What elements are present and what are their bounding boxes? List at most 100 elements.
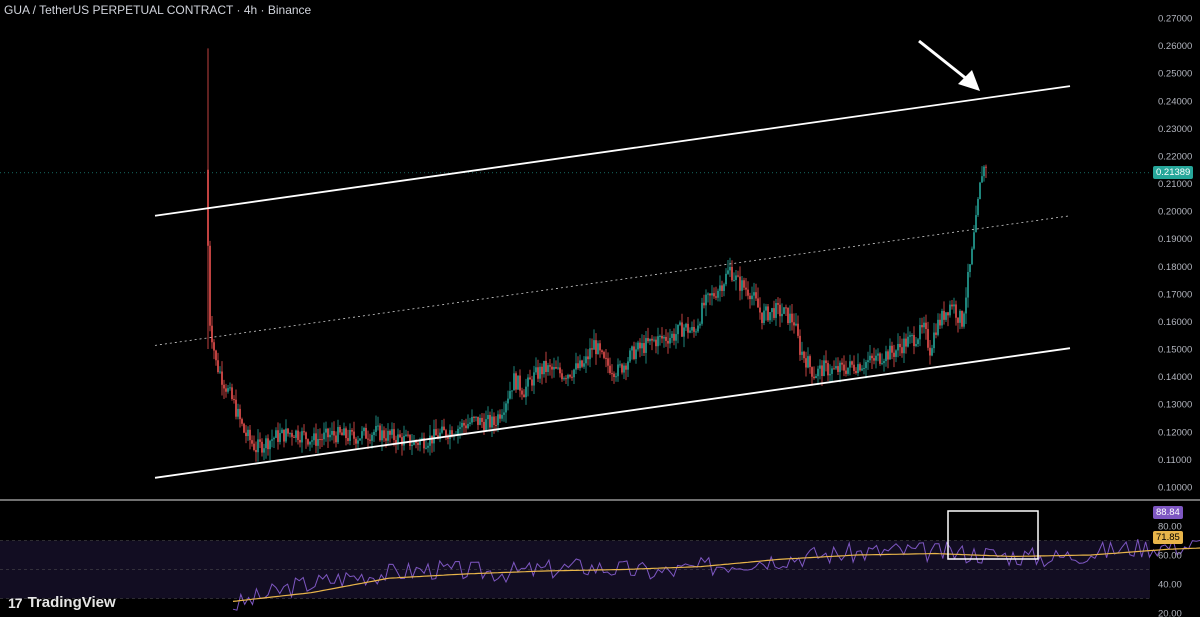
candle-body [289, 433, 291, 435]
candle-body [703, 302, 705, 306]
candle-body [541, 366, 543, 375]
candle-body [243, 423, 245, 433]
candle-body [507, 398, 509, 404]
candle-body [919, 325, 921, 340]
tradingview-logo[interactable]: 17 TradingView [8, 594, 116, 611]
candle-body [465, 425, 467, 429]
candle-body [559, 367, 561, 374]
rsi-highlight-box[interactable] [947, 510, 1039, 560]
candle-body [353, 431, 355, 439]
candle-body [857, 364, 859, 374]
candle-body [595, 340, 597, 355]
candle-body [757, 298, 759, 308]
candle-body [751, 295, 753, 300]
candle-body [933, 332, 935, 349]
candle-body [697, 325, 699, 332]
candle-body [953, 304, 955, 307]
candle-body [869, 355, 871, 361]
price-tick-label: 0.27000 [1158, 14, 1192, 25]
candle-body [303, 431, 305, 433]
candle-body [781, 313, 783, 317]
candle-body [487, 415, 489, 420]
candle-body [245, 432, 247, 437]
price-pane[interactable] [0, 39, 1150, 479]
candle-body [537, 367, 539, 379]
candle-body [735, 275, 737, 280]
candle-body [573, 369, 575, 378]
candle-body [787, 307, 789, 324]
channel-lower-line[interactable] [154, 347, 1071, 479]
candle-body [447, 436, 449, 439]
candle-body [463, 422, 465, 426]
candle-body [381, 430, 383, 441]
candle-body [763, 310, 765, 323]
candle-body [747, 289, 749, 296]
candle-body [329, 434, 331, 438]
candle-body [337, 427, 339, 443]
candle-body [385, 438, 387, 441]
candle-body [627, 361, 629, 370]
candle-body [817, 368, 819, 377]
candle-body [831, 368, 833, 374]
candle-body [633, 346, 635, 359]
candle-body [863, 368, 865, 370]
candle-body [709, 293, 711, 296]
channel-upper-line[interactable] [154, 85, 1071, 217]
price-tick-label: 0.14000 [1158, 372, 1192, 383]
candle-body [433, 429, 435, 444]
candle-body [985, 166, 987, 168]
channel-mid-line[interactable] [154, 215, 1071, 346]
price-tick-label: 0.16000 [1158, 317, 1192, 328]
candle-body [305, 432, 307, 440]
price-tick-label: 0.23000 [1158, 124, 1192, 135]
candle-body [293, 436, 295, 438]
candle-body [821, 365, 823, 377]
candle-body [317, 439, 319, 446]
candle-body [489, 415, 491, 428]
candle-body [897, 343, 899, 351]
candle-body [409, 434, 411, 446]
candle-body [657, 336, 659, 347]
candle-body [889, 345, 891, 360]
candle-body [345, 428, 347, 439]
chart-title: GUA / TetherUS PERPETUAL CONTRACT · 4h ·… [4, 3, 312, 17]
candle-body [865, 362, 867, 369]
candle-body [219, 371, 221, 373]
candle-body [715, 296, 717, 298]
price-tick-label: 0.24000 [1158, 96, 1192, 107]
candle-body [237, 408, 239, 417]
candle-body [973, 232, 975, 249]
rsi-pane[interactable] [0, 510, 1200, 611]
rsi-value-label: 88.84 [1153, 506, 1183, 519]
candle-body [795, 323, 797, 326]
candle-body [411, 444, 413, 446]
candle-body [935, 332, 937, 335]
candle-body [609, 365, 611, 374]
candle-body [351, 430, 353, 432]
candle-body [931, 348, 933, 356]
candle-body [361, 431, 363, 439]
candle-body [907, 336, 909, 347]
candle-body [911, 335, 913, 337]
candle-body [583, 363, 585, 367]
candle-body [211, 325, 213, 343]
rsi-tick-label: 80.00 [1158, 522, 1182, 533]
candle-body [501, 414, 503, 419]
candle-body [699, 323, 701, 326]
candle-body [247, 429, 249, 437]
candle-body [255, 449, 257, 453]
candle-body [981, 176, 983, 183]
arrow-annotation[interactable] [918, 39, 969, 82]
candle-body [521, 390, 523, 395]
candle-body [277, 430, 279, 442]
candle-body [263, 448, 265, 453]
candle-body [451, 430, 453, 437]
candle-body [685, 323, 687, 328]
candle-body [549, 365, 551, 367]
rsi-ma-value-label: 71.85 [1153, 531, 1183, 544]
candle-body [785, 307, 787, 309]
candle-body [299, 439, 301, 443]
candle-body [459, 427, 461, 429]
candle-body [739, 276, 741, 291]
